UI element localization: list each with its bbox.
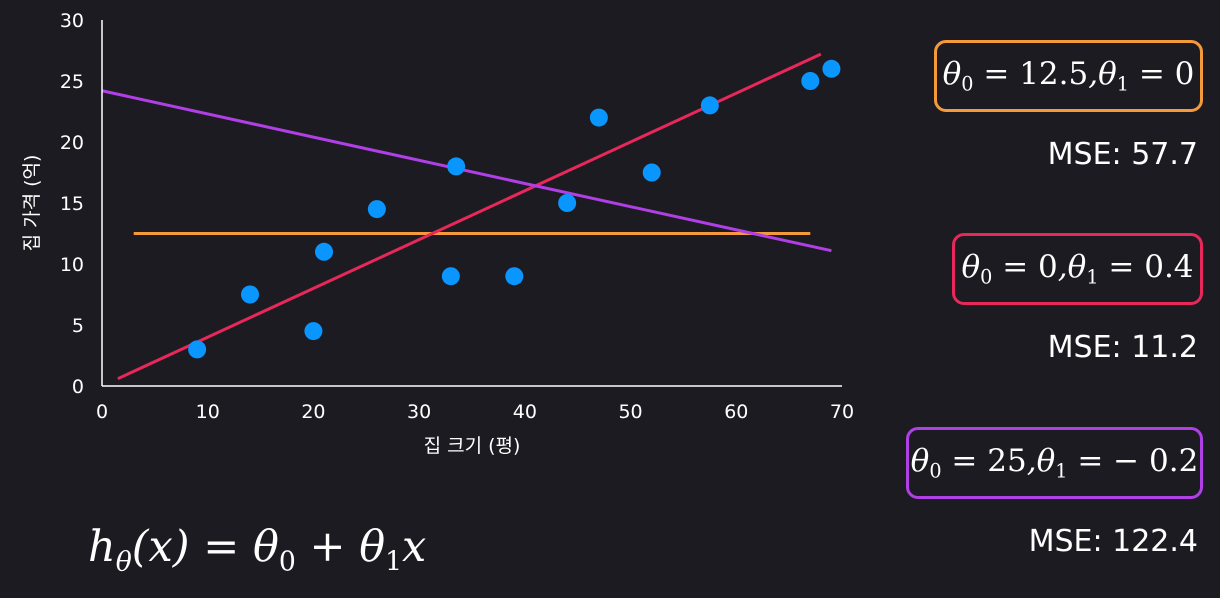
x-tick-label: 0 — [96, 401, 108, 423]
data-point — [188, 340, 207, 359]
x-axis-label: 집 크기 (평) — [424, 435, 521, 457]
y-tick-label: 0 — [72, 376, 84, 398]
data-point — [642, 163, 661, 182]
param-box-orange: θ0 = 12.5,θ1 = 0 — [934, 40, 1203, 112]
theta1-value: 0 — [1174, 56, 1195, 93]
y-tick-label: 25 — [60, 71, 84, 93]
theta0-value: 0 — [1038, 249, 1058, 286]
y-tick-label: 15 — [60, 193, 84, 215]
param-box-red: θ0 = 0,θ1 = 0.4 — [952, 233, 1203, 305]
x-tick-label: 70 — [830, 401, 854, 423]
data-points — [188, 59, 841, 359]
y-tick-label: 10 — [60, 254, 84, 276]
y-tick-label: 30 — [60, 10, 84, 32]
hypothesis-line-3 — [101, 89, 832, 253]
mse-red: MSE: 11.2 — [1047, 330, 1198, 365]
data-point — [589, 108, 608, 127]
hypothesis-formula: hθ(x) = θ0 + θ1x — [88, 522, 427, 578]
theta1-value: 0.4 — [1144, 249, 1194, 286]
data-point — [505, 267, 524, 286]
data-point — [367, 200, 386, 219]
axes — [101, 20, 842, 387]
data-point — [558, 194, 577, 212]
data-point — [801, 72, 820, 90]
theta1-sub: 1 — [1116, 72, 1129, 96]
data-point — [315, 242, 333, 261]
x-tick-label: 40 — [513, 401, 537, 423]
y-axis-label: 집 가격 (억) — [21, 155, 43, 252]
data-point — [822, 59, 841, 78]
theta0-sub: 0 — [961, 72, 974, 96]
y-tick-label: 5 — [72, 315, 84, 337]
x-tick-label: 60 — [724, 401, 748, 423]
data-point — [700, 96, 719, 115]
data-point — [304, 322, 323, 341]
tick-labels: 0 10 20 30 40 50 60 70 0 5 10 15 20 25 30 — [60, 10, 854, 423]
y-tick-label: 20 — [60, 132, 84, 154]
theta0-value: 25 — [987, 443, 1027, 480]
x-tick-label: 30 — [407, 401, 431, 423]
theta0-value: 12.5 — [1019, 56, 1089, 93]
mse-orange: MSE: 57.7 — [1047, 137, 1198, 172]
data-point — [441, 267, 460, 286]
mse-purple: MSE: 122.4 — [1028, 524, 1198, 559]
x-tick-label: 20 — [301, 401, 325, 423]
x-tick-label: 50 — [618, 401, 642, 423]
data-point — [241, 285, 259, 304]
theta1-value: − 0.2 — [1113, 443, 1199, 480]
data-point — [447, 157, 466, 176]
param-box-purple: θ0 = 25,θ1 = − 0.2 — [906, 427, 1203, 499]
scatter-chart: 0 10 20 30 40 50 60 70 0 5 10 15 20 25 30 집 크기 (평) 집 가… — [21, 10, 854, 457]
regression-lines — [101, 52, 832, 381]
x-tick-label: 10 — [196, 401, 220, 423]
